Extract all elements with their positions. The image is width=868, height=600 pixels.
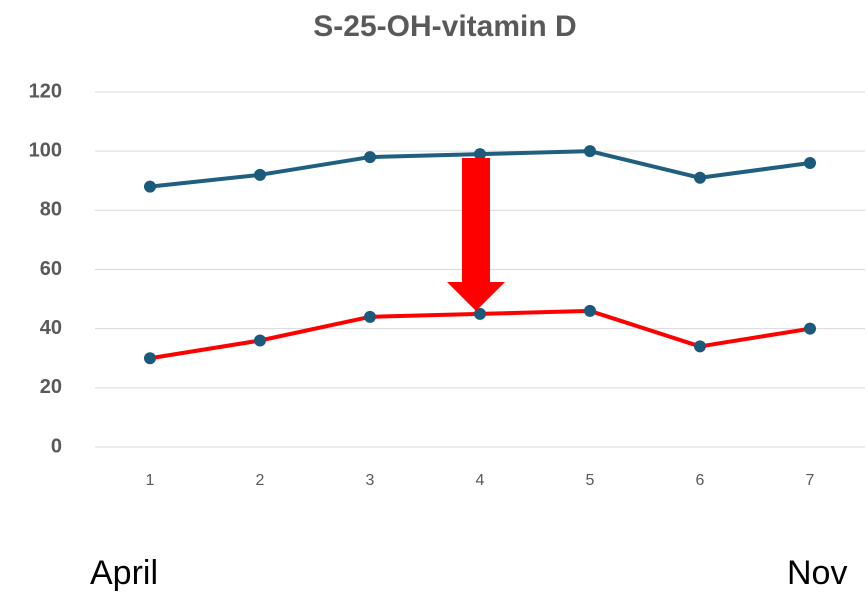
data-point — [694, 171, 706, 184]
x-tick-label: 4 — [476, 472, 485, 489]
arrow-head — [447, 282, 505, 311]
y-tick-label: 0 — [51, 435, 62, 457]
y-tick-label: 40 — [40, 317, 62, 339]
data-point — [804, 322, 816, 335]
data-point — [144, 180, 156, 193]
data-point — [804, 157, 816, 169]
annotation: Nov — [787, 554, 847, 592]
x-tick-label: 7 — [806, 472, 815, 489]
chart-title: S-25-OH-vitamin D — [313, 10, 576, 43]
data-point — [474, 307, 486, 320]
data-point — [364, 151, 376, 164]
y-tick-label: 100 — [29, 139, 62, 161]
arrow-shaft — [462, 158, 490, 284]
plot-area: 0 20 40 60 80 100 120 1 2 3 4 5 6 7 — [29, 80, 865, 489]
data-point — [254, 334, 266, 347]
data-point — [694, 340, 706, 353]
data-point — [584, 304, 596, 317]
x-tick-label: 6 — [696, 472, 705, 489]
y-tick-label: 120 — [29, 80, 62, 102]
data-point — [254, 168, 266, 181]
data-point — [144, 352, 156, 365]
data-point — [364, 310, 376, 323]
y-tick-label: 80 — [40, 199, 62, 221]
arrow — [447, 158, 505, 311]
x-tick-label: 3 — [366, 472, 375, 489]
data-point — [474, 148, 486, 161]
y-tick-label: 60 — [40, 258, 62, 280]
x-tick-label: 1 — [146, 472, 155, 489]
annotation: April — [90, 554, 158, 592]
x-tick-label: 5 — [586, 472, 595, 489]
x-tick-label: 2 — [256, 472, 265, 489]
data-point — [584, 145, 596, 158]
y-tick-label: 20 — [40, 376, 62, 398]
